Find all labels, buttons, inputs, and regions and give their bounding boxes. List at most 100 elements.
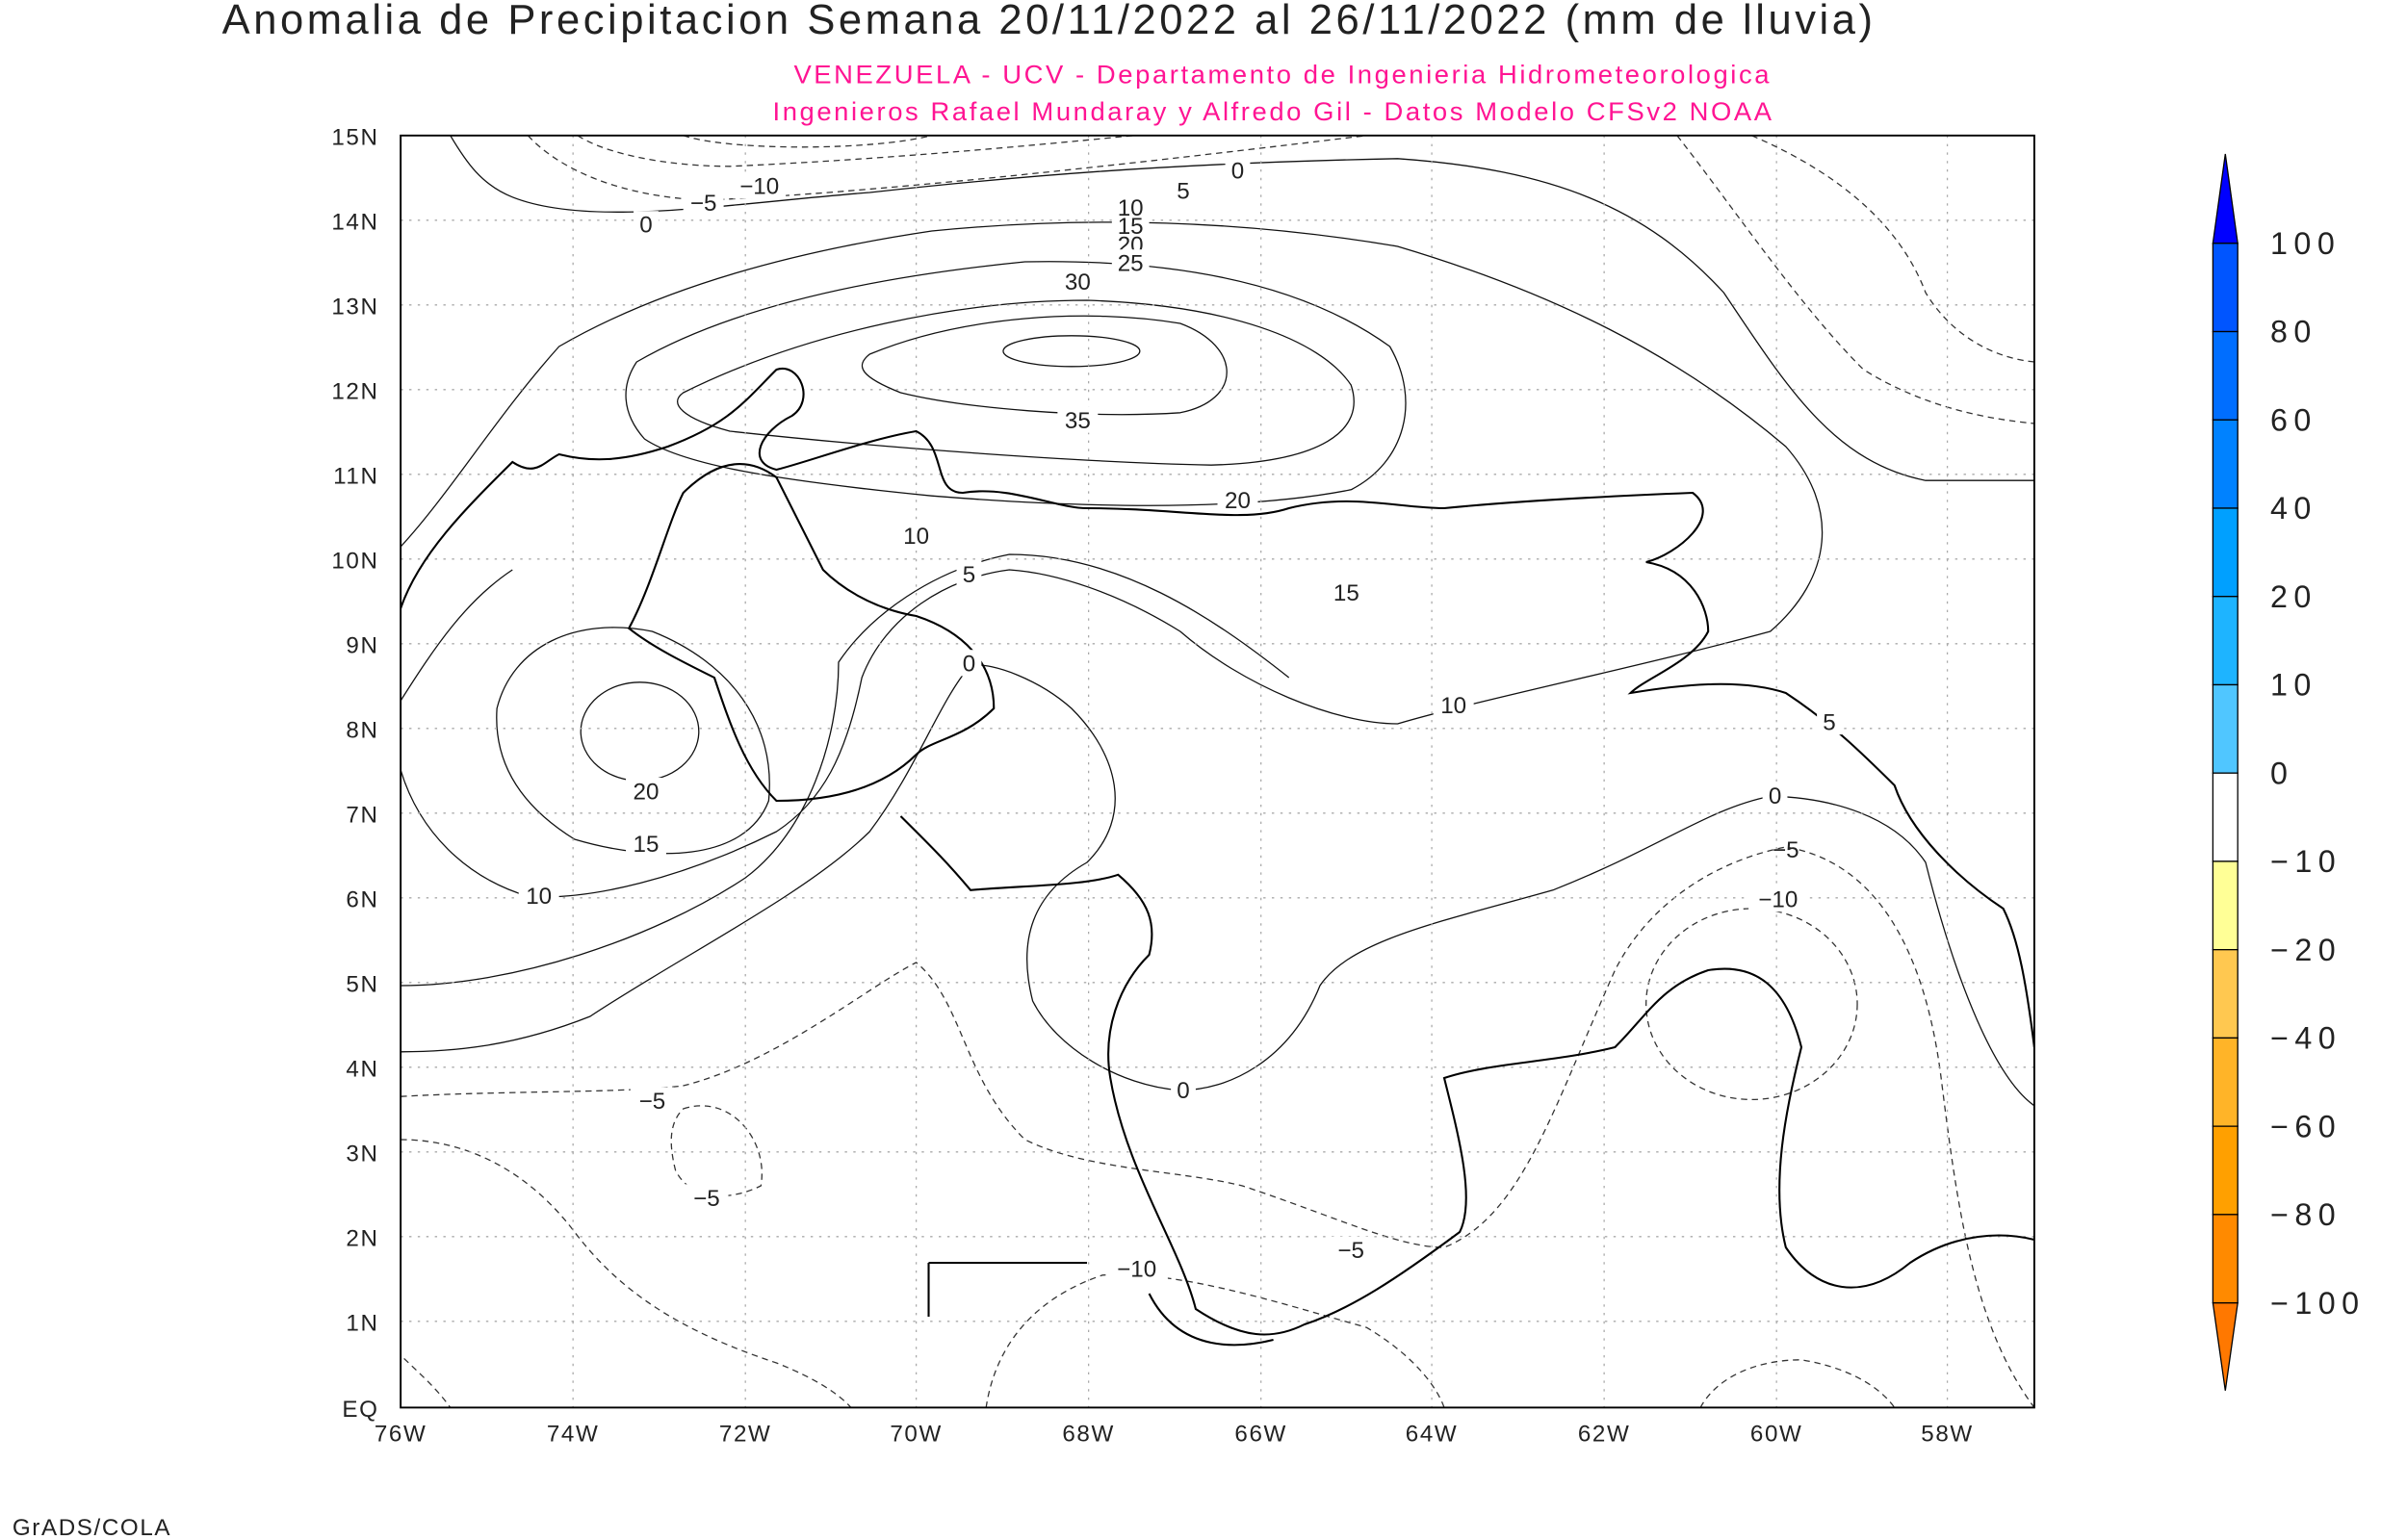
svg-text:66W: 66W <box>1234 1422 1287 1448</box>
svg-text:4N: 4N <box>346 1056 378 1082</box>
contour-label: 15 <box>1326 578 1367 606</box>
svg-text:−10: −10 <box>739 174 779 200</box>
svg-text:11N: 11N <box>333 463 378 489</box>
contour-label: −10 <box>733 172 787 200</box>
contour-label: 5 <box>956 560 982 588</box>
colorbar-label: 40 <box>2270 491 2317 526</box>
svg-text:10: 10 <box>903 524 929 550</box>
contour-label: −10 <box>1748 886 1808 912</box>
svg-text:15N: 15N <box>331 124 378 150</box>
svg-text:0: 0 <box>1231 159 1244 185</box>
colorbar-over-arrow <box>2212 153 2239 244</box>
svg-text:74W: 74W <box>547 1422 600 1448</box>
svg-text:30: 30 <box>1065 270 1091 295</box>
anomaly-region-neg-10-20-south <box>985 1273 1445 1408</box>
svg-text:−5: −5 <box>690 191 717 217</box>
contour-label: −5 <box>1329 1236 1373 1264</box>
svg-text:EQ: EQ <box>342 1397 378 1423</box>
svg-text:76W: 76W <box>375 1422 427 1448</box>
contour-label: 0 <box>634 211 659 239</box>
contour-labels: 0 −10 −5 0 5 10 15 20 25 30 35 20 10 5 1… <box>518 157 1842 1282</box>
longitude-axis: 76W 74W 72W 70W 68W 66W 64W 62W 60W 58W <box>375 1422 1974 1448</box>
svg-text:10: 10 <box>526 884 552 910</box>
svg-text:−5: −5 <box>639 1089 666 1115</box>
contour-label: −5 <box>683 189 724 217</box>
colorbar-segment <box>2212 419 2239 509</box>
plot-area: 0 −10 −5 0 5 10 15 20 25 30 35 20 10 5 1… <box>401 135 2034 1408</box>
svg-text:15: 15 <box>634 832 660 858</box>
colorbar-segment <box>2212 1214 2239 1304</box>
svg-text:−10: −10 <box>1758 886 1798 912</box>
contour-label: −5 <box>1773 837 1799 863</box>
colorbar-segment <box>2212 507 2239 598</box>
svg-text:70W: 70W <box>890 1422 943 1448</box>
contour-label: 0 <box>956 650 982 678</box>
anomaly-region-neg-10-20-north <box>576 135 1134 167</box>
contour-label: 15 <box>626 830 666 858</box>
svg-text:9N: 9N <box>346 632 378 658</box>
svg-text:15: 15 <box>1333 580 1359 606</box>
colorbar-label: −100 <box>2270 1286 2365 1321</box>
svg-text:25: 25 <box>1118 251 1144 277</box>
svg-text:58W: 58W <box>1921 1422 1974 1448</box>
svg-text:1N: 1N <box>346 1310 378 1336</box>
colorbar-label: −10 <box>2270 844 2342 879</box>
svg-text:20: 20 <box>1225 488 1251 514</box>
svg-text:−5: −5 <box>1773 837 1799 863</box>
svg-text:−10: −10 <box>1117 1256 1156 1282</box>
colorbar-segment <box>2212 949 2239 1040</box>
svg-text:72W: 72W <box>719 1422 772 1448</box>
contour-label: 10 <box>518 882 559 910</box>
svg-text:64W: 64W <box>1406 1422 1459 1448</box>
anomaly-region-neg-10-20-ne <box>1751 135 2034 363</box>
colorbar-label: 20 <box>2270 579 2317 614</box>
contour-label: 0 <box>1762 782 1788 809</box>
contour-label: 0 <box>1171 1076 1196 1104</box>
contour-label: 0 <box>1225 157 1251 185</box>
svg-text:62W: 62W <box>1578 1422 1631 1448</box>
colorbar-segment <box>2212 683 2239 774</box>
graticule <box>401 135 2034 1408</box>
svg-text:10: 10 <box>1440 693 1466 719</box>
svg-text:12N: 12N <box>331 378 378 404</box>
contour-label: 25 <box>1111 249 1150 277</box>
svg-text:−5: −5 <box>693 1186 720 1212</box>
svg-text:2N: 2N <box>346 1225 378 1251</box>
anomaly-region-neg-10-20-guyana <box>1645 908 1858 1101</box>
contour-label: 30 <box>1057 268 1099 295</box>
svg-text:0: 0 <box>963 652 975 678</box>
colorbar-under-arrow <box>2212 1301 2239 1391</box>
colorbar-label: −40 <box>2270 1021 2342 1056</box>
svg-text:5: 5 <box>963 562 975 588</box>
svg-text:7N: 7N <box>346 802 378 828</box>
svg-text:60W: 60W <box>1750 1422 1803 1448</box>
svg-text:5: 5 <box>1823 709 1835 735</box>
anomaly-region-neg-10-20-sw <box>401 1139 852 1408</box>
colorbar-label: 100 <box>2270 226 2341 261</box>
contour-label: −10 <box>1105 1255 1168 1282</box>
svg-text:−5: −5 <box>1337 1238 1364 1264</box>
contour-label: −5 <box>685 1184 729 1212</box>
colorbar-label: 0 <box>2270 757 2293 791</box>
contour-label: 10 <box>895 522 937 550</box>
contour-label: 5 <box>1817 708 1842 735</box>
contour-label: −5 <box>630 1087 674 1115</box>
colorbar-segment <box>2212 596 2239 686</box>
svg-text:3N: 3N <box>346 1141 378 1167</box>
contour-label: 20 <box>626 778 666 805</box>
colorbar-label: −80 <box>2270 1197 2342 1232</box>
plot-frame <box>400 134 2035 1409</box>
colorbar-segment <box>2212 1037 2239 1127</box>
contour-label: 5 <box>1171 177 1196 204</box>
svg-text:68W: 68W <box>1062 1422 1115 1448</box>
svg-text:13N: 13N <box>331 294 378 320</box>
svg-text:35: 35 <box>1065 408 1091 434</box>
svg-text:14N: 14N <box>331 209 378 235</box>
colorbar <box>2212 153 2239 1391</box>
contour-label: 35 <box>1057 406 1099 434</box>
anomaly-region-0-10 <box>401 135 2034 1107</box>
svg-text:10N: 10N <box>331 548 378 574</box>
colorbar-label: 10 <box>2270 668 2317 703</box>
anomaly-region-neg-20-40-north <box>683 135 932 148</box>
